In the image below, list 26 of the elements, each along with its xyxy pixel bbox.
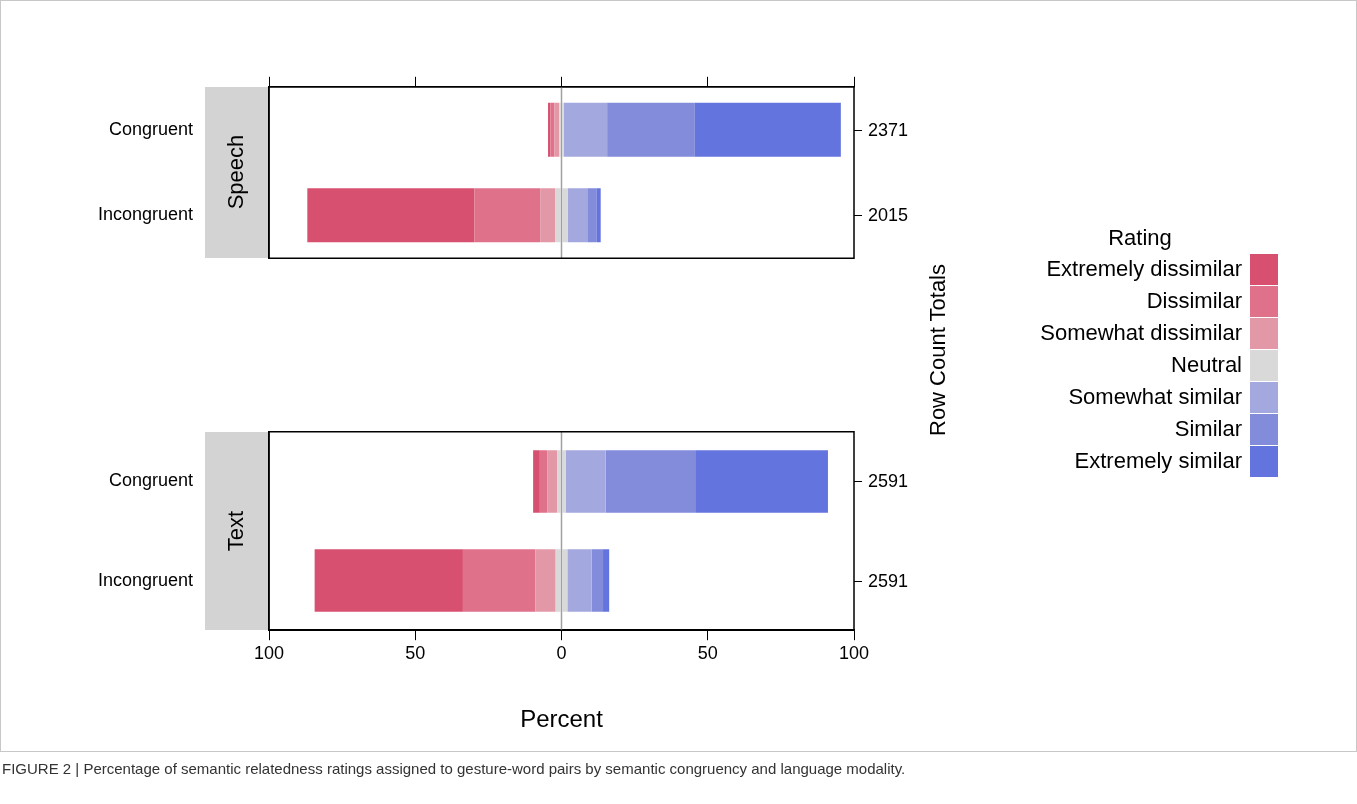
x-tick-label: 0	[556, 642, 567, 663]
x-axis-title: Percent	[520, 705, 603, 734]
legend-label: Somewhat dissimilar	[1039, 320, 1243, 346]
text: Text	[223, 510, 250, 552]
legend-label: Extremely dissimilar	[1045, 256, 1243, 282]
text: 2591	[868, 570, 909, 592]
text: Speech	[223, 135, 250, 210]
x-tick-label: 100	[253, 642, 285, 663]
y-tick-label: Incongruent	[97, 569, 193, 590]
y-tick-label: Incongruent	[97, 204, 193, 225]
x-tick-label: 50	[405, 642, 426, 663]
caption: FIGURE 2 | Percentage of semantic relatedness ratings assigned to gesture-word pairs by semantic congruency and language modality.	[2, 760, 906, 777]
x-tick-label: 100	[838, 642, 870, 663]
legend-title: Rating	[1107, 225, 1173, 251]
y-tick-label: Congruent	[108, 470, 193, 491]
legend-label: Similar	[1173, 416, 1243, 442]
legend-label: Extremely similar	[1073, 448, 1243, 474]
x-tick-label: 50	[697, 642, 718, 663]
y2-axis-title: Row Count Totals	[925, 263, 951, 437]
text: 2591	[868, 470, 909, 492]
text: 2015	[868, 204, 909, 226]
y-tick-label: Congruent	[108, 118, 193, 139]
text: 2371	[868, 119, 909, 141]
legend-label: Somewhat similar	[1067, 384, 1243, 410]
legend-label: Neutral	[1170, 352, 1243, 378]
legend-label: Dissimilar	[1145, 288, 1243, 314]
